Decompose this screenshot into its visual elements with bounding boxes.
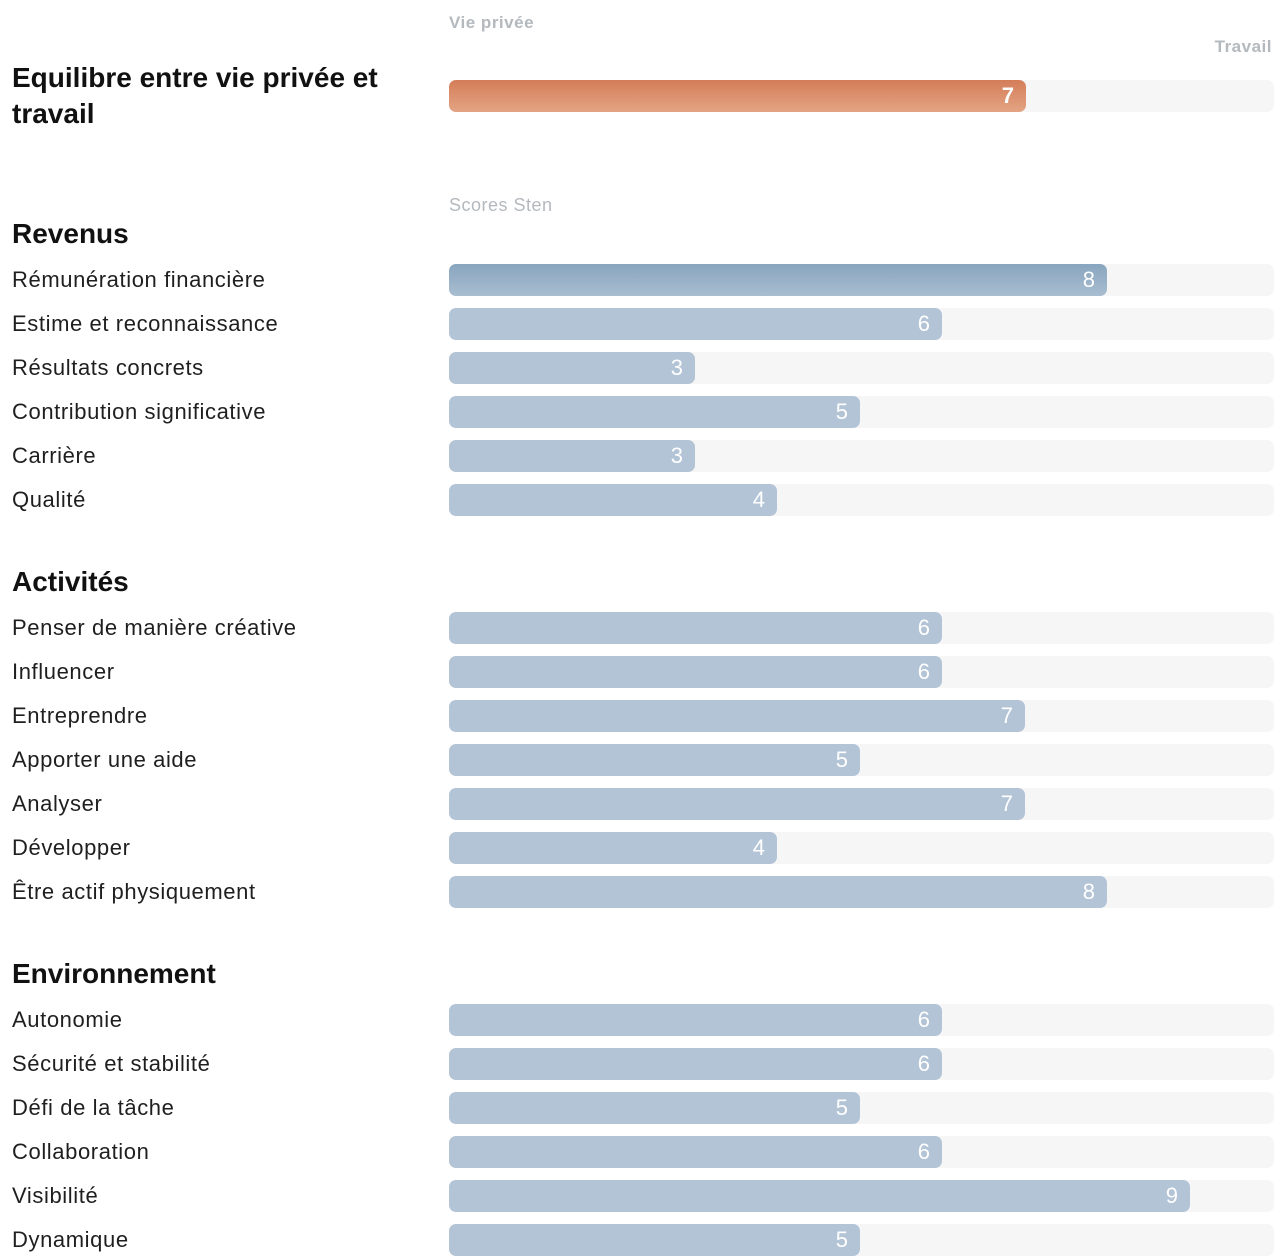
- section-title: Revenus: [12, 218, 129, 249]
- bar-track: 8: [449, 264, 1274, 296]
- bar-track: 3: [449, 352, 1274, 384]
- balance-right-label: Travail: [1214, 37, 1272, 56]
- bar-track: 6: [449, 308, 1274, 340]
- bar-track: 3: [449, 440, 1274, 472]
- bar-track: 9: [449, 1180, 1274, 1212]
- score-bar: 3: [449, 440, 695, 472]
- bar-track: 6: [449, 656, 1274, 688]
- row-label: Analyser: [12, 791, 103, 816]
- score-value: 9: [1165, 1183, 1178, 1208]
- row-label: Visibilité: [12, 1183, 99, 1208]
- score-value: 6: [917, 615, 930, 640]
- score-value: 5: [835, 399, 848, 424]
- bar-track: 5: [449, 1092, 1274, 1124]
- score-value: 3: [670, 355, 683, 380]
- score-value: 8: [1082, 267, 1095, 292]
- score-value: 6: [917, 1139, 930, 1164]
- balance-bar: 7: [449, 80, 1026, 112]
- balance-track: 7: [449, 80, 1274, 112]
- scores-sten-label: Scores Sten: [449, 195, 553, 215]
- score-value: 6: [917, 659, 930, 684]
- score-value: 6: [917, 1051, 930, 1076]
- score-bar: 6: [449, 308, 942, 340]
- score-bar: 5: [449, 1092, 860, 1124]
- bar-track: 5: [449, 744, 1274, 776]
- score-bar: 6: [449, 1136, 942, 1168]
- score-value: 8: [1082, 879, 1095, 904]
- bar-track: 4: [449, 832, 1274, 864]
- row-label: Autonomie: [12, 1007, 123, 1032]
- score-value: 6: [917, 311, 930, 336]
- row-label: Influencer: [12, 659, 115, 684]
- score-bar: 8: [449, 264, 1107, 296]
- bar-track: 6: [449, 612, 1274, 644]
- score-bar: 4: [449, 484, 777, 516]
- row-label: Qualité: [12, 487, 86, 512]
- score-value: 4: [752, 487, 765, 512]
- row-label: Résultats concrets: [12, 355, 204, 380]
- score-value: 3: [670, 443, 683, 468]
- score-value: 5: [835, 747, 848, 772]
- balance-value: 7: [1001, 83, 1014, 108]
- score-value: 7: [1000, 703, 1013, 728]
- score-bar: 3: [449, 352, 695, 384]
- score-bar: 6: [449, 612, 942, 644]
- score-value: 6: [917, 1007, 930, 1032]
- row-label: Apporter une aide: [12, 747, 198, 772]
- bar-track: 8: [449, 876, 1274, 908]
- bar-track: 4: [449, 484, 1274, 516]
- bar-track: 7: [449, 788, 1274, 820]
- row-label: Sécurité et stabilité: [12, 1051, 211, 1076]
- score-bar: 4: [449, 832, 777, 864]
- bar-track: 6: [449, 1048, 1274, 1080]
- score-bar: 7: [449, 788, 1025, 820]
- row-label: Carrière: [12, 443, 97, 468]
- bar-track: 6: [449, 1004, 1274, 1036]
- row-label: Dynamique: [12, 1227, 129, 1252]
- row-label: Estime et reconnaissance: [12, 311, 279, 336]
- score-bar: 5: [449, 744, 860, 776]
- row-label: Penser de manière créative: [12, 615, 297, 640]
- score-bar: 7: [449, 700, 1025, 732]
- score-bar: 5: [449, 1224, 860, 1256]
- bar-track: 6: [449, 1136, 1274, 1168]
- score-value: 5: [835, 1095, 848, 1120]
- row-label: Contribution significative: [12, 399, 267, 424]
- score-bar: 9: [449, 1180, 1190, 1212]
- row-label: Être actif physiquement: [12, 879, 256, 904]
- score-value: 4: [752, 835, 765, 860]
- score-bar: 6: [449, 656, 942, 688]
- score-bar: 6: [449, 1004, 942, 1036]
- row-label: Défi de la tâche: [12, 1095, 175, 1120]
- row-label: Développer: [12, 835, 131, 860]
- section-title: Environnement: [12, 958, 216, 989]
- row-label: Collaboration: [12, 1139, 150, 1164]
- score-bar: 8: [449, 876, 1107, 908]
- score-value: 7: [1000, 791, 1013, 816]
- bar-track: 7: [449, 700, 1274, 732]
- score-bar: 5: [449, 396, 860, 428]
- score-bar: 6: [449, 1048, 942, 1080]
- section-title: Activités: [12, 566, 129, 597]
- row-label: Entreprendre: [12, 703, 148, 728]
- score-value: 5: [835, 1227, 848, 1252]
- balance-left-label: Vie privée: [449, 13, 535, 32]
- bar-track: 5: [449, 1224, 1274, 1256]
- bar-track: 5: [449, 396, 1274, 428]
- balance-title: Equilibre entre vie privée et travail: [12, 62, 378, 129]
- row-label: Rémunération financière: [12, 267, 266, 292]
